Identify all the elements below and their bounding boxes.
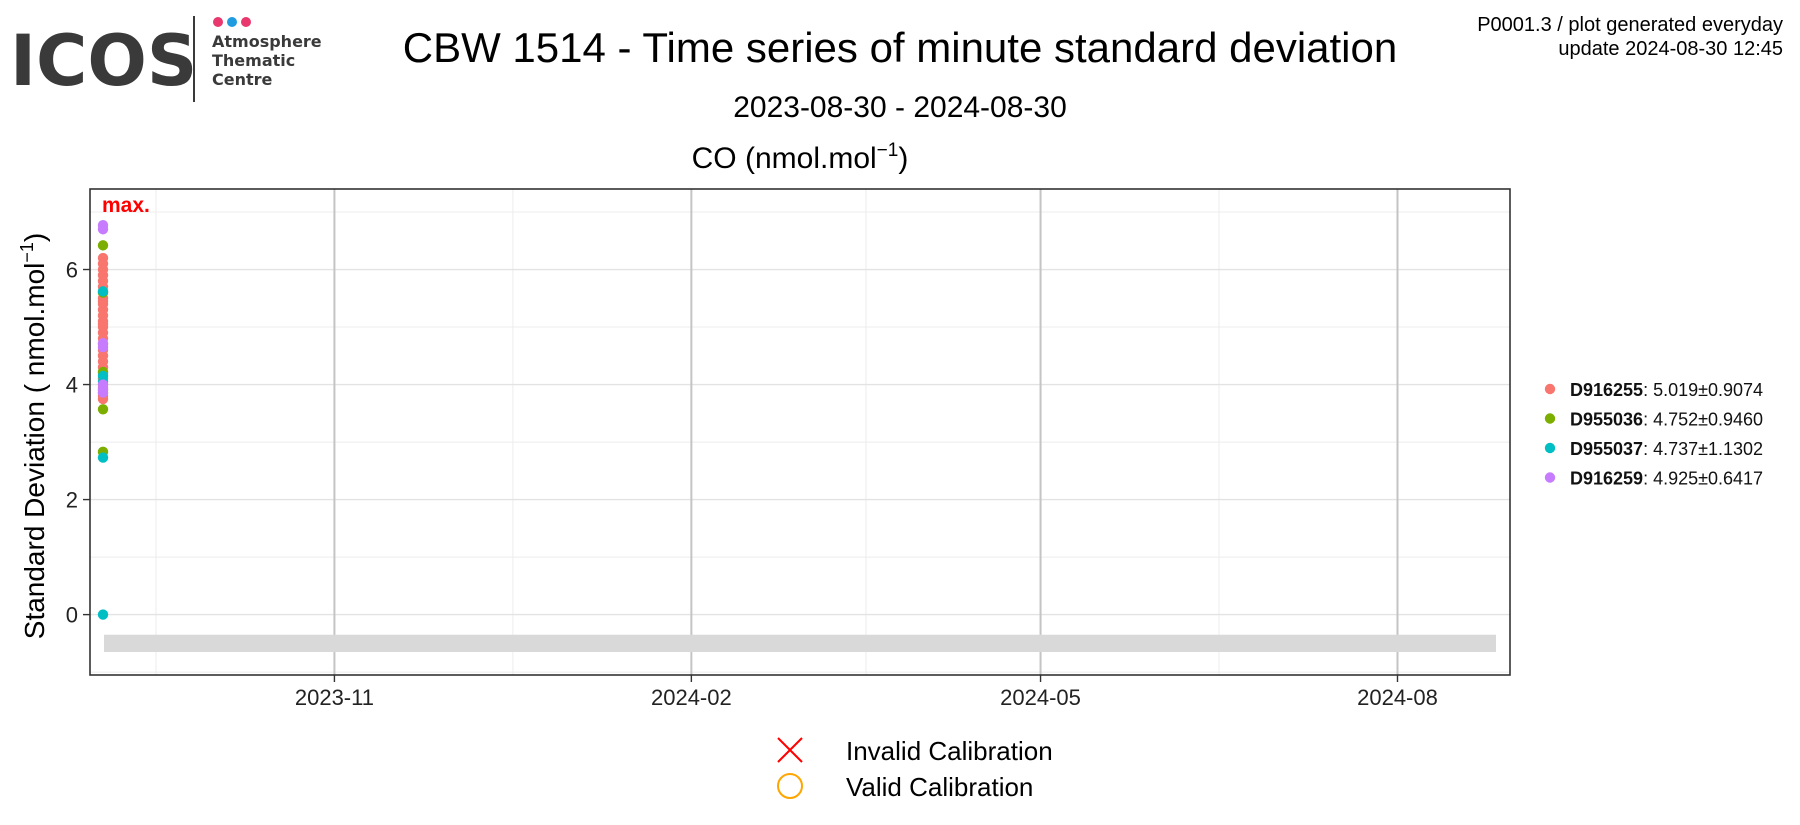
y-axis-label-close: ) — [19, 233, 50, 242]
chart-title-sup: −1 — [877, 140, 899, 161]
data-point-d916255 — [97, 318, 109, 330]
legend-series-stats: : 4.752±0.9460 — [1643, 410, 1763, 430]
data-point-d916259 — [97, 224, 109, 235]
x-tick-label: 2024-08 — [1357, 685, 1438, 710]
panel-border — [89, 188, 1511, 676]
y-tick-label: 2 — [66, 488, 78, 513]
data-point-d916259 — [97, 387, 109, 398]
logo-line-1: Atmosphere — [212, 32, 322, 51]
legend-series-name: D916255 — [1570, 380, 1643, 400]
legend-series-name: D955036 — [1570, 410, 1643, 430]
data-point-d955036 — [97, 240, 109, 251]
legend-series-stats: : 4.925±0.6417 — [1643, 469, 1763, 489]
max-annotation: max. — [102, 194, 150, 217]
data-point-d916259 — [97, 341, 109, 353]
legend-marker-d916259 — [1544, 472, 1556, 483]
grid-major — [90, 189, 1510, 675]
legend-series-name: D916259 — [1570, 469, 1643, 489]
legend-series-name: D955037 — [1570, 439, 1643, 459]
data-point-d916255 — [97, 295, 109, 307]
logo-dot-3 — [241, 17, 251, 27]
logo-wordmark: ICOS — [10, 20, 197, 102]
data-point-d955036 — [97, 404, 109, 415]
calibration-legend: Invalid Calibration Valid Calibration — [777, 736, 1053, 802]
x-tick-label: 2023-11 — [295, 685, 374, 710]
data-point-d955037 — [97, 286, 109, 297]
legend-entry-d916259: D916259: 4.925±0.6417 — [1570, 469, 1763, 489]
plot-area: max. 0 2 4 6 2023-11 2024-02 2024-05 2024-08 — [66, 188, 1511, 710]
icos-logo: ICOS Atmosphere Thematic Centre — [10, 16, 322, 102]
y-axis-label-base: Standard Deviation ( nmol.mol — [19, 263, 50, 640]
grid-minor — [90, 189, 1510, 675]
legend-series-stats: : 5.019±0.9074 — [1643, 380, 1763, 400]
flag-band — [104, 634, 1496, 652]
info-line-1: P0001.3 / plot generated everyday — [1477, 14, 1783, 36]
y-axis-label-sup: −1 — [17, 242, 37, 263]
chart-title-close: ) — [898, 142, 908, 175]
logo-line-2: Thematic — [212, 51, 295, 70]
data-points — [97, 220, 109, 620]
invalid-calibration-cross-icon — [777, 737, 803, 763]
data-point-d955037 — [97, 609, 109, 620]
x-tick-label: 2024-05 — [1000, 685, 1081, 710]
data-point-d955037 — [97, 452, 109, 463]
legend-entry-d955036: D955036: 4.752±0.9460 — [1570, 410, 1763, 430]
y-axis-label: Standard Deviation ( nmol.mol−1) — [17, 233, 50, 639]
valid-calibration-circle-icon — [777, 773, 803, 799]
legend-entry-d916255: D916255: 5.019±0.9074 — [1570, 380, 1763, 400]
page-title: CBW 1514 - Time series of minute standar… — [403, 24, 1397, 71]
logo-dot-2 — [227, 17, 237, 27]
date-range: 2023-08-30 - 2024-08-30 — [733, 91, 1067, 124]
logo-line-3: Centre — [212, 70, 273, 89]
logo-dot-1 — [213, 17, 223, 27]
invalid-calibration-label: Invalid Calibration — [846, 736, 1053, 766]
legend-marker-d955036 — [1544, 413, 1556, 424]
legend-entry-d955037: D955037: 4.737±1.1302 — [1570, 439, 1763, 459]
chart-title: CO (nmol.mol−1) — [692, 140, 909, 175]
legend-marker-d916255 — [1544, 383, 1556, 395]
y-axis-ticks: 0 2 4 6 — [66, 258, 90, 628]
chart-title-base: CO (nmol.mol — [692, 142, 877, 175]
y-tick-label: 6 — [66, 258, 78, 283]
x-tick-label: 2024-02 — [651, 685, 732, 710]
legend-marker-d955037 — [1544, 442, 1556, 454]
valid-calibration-label: Valid Calibration — [846, 772, 1033, 802]
y-tick-label: 0 — [66, 603, 78, 628]
info-line-2: update 2024-08-30 12:45 — [1558, 38, 1783, 60]
legend-series-stats: : 4.737±1.1302 — [1643, 439, 1763, 459]
x-axis-ticks: 2023-11 2024-02 2024-05 2024-08 — [295, 675, 1438, 710]
y-tick-label: 4 — [66, 373, 78, 398]
